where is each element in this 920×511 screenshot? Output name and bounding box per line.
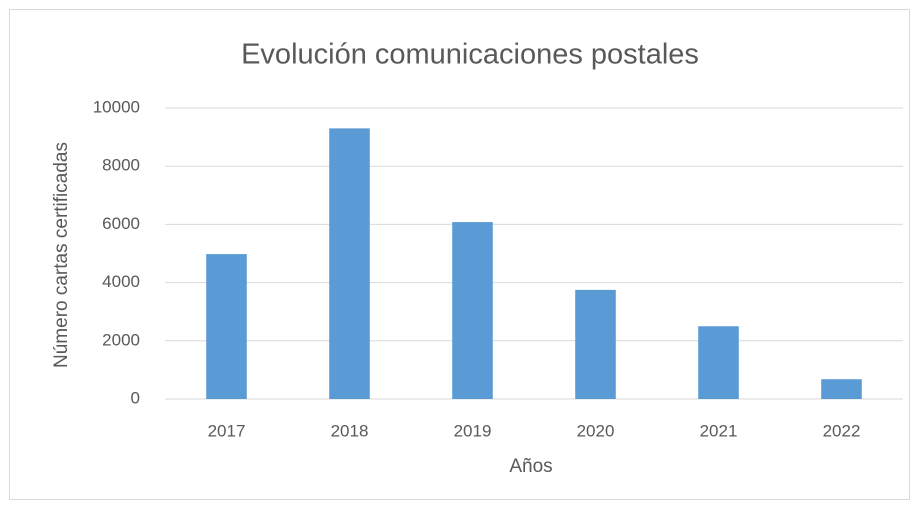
bar [206,254,247,399]
bar [575,289,616,399]
y-axis-label: Número cartas certificadas [51,142,72,368]
y-tick-label: 6000 [102,214,140,233]
x-tick-label: 2018 [331,421,369,440]
bar [698,326,739,399]
y-tick-label: 8000 [102,156,140,175]
y-tick-label: 4000 [102,272,140,291]
y-tick-label: 10000 [93,97,140,116]
x-tick-label: 2017 [208,421,246,440]
bar [821,379,862,399]
bar [452,222,493,399]
x-tick-label: 2019 [454,421,492,440]
x-tick-label: 2020 [577,421,615,440]
chart-title: Evolución comunicaciones postales [241,39,699,71]
y-tick-label: 2000 [102,330,140,349]
y-tick-label: 0 [131,388,140,407]
bar [329,128,370,399]
x-tick-label: 2022 [823,421,861,440]
x-axis-label: Años [509,456,552,477]
x-tick-label: 2021 [700,421,738,440]
